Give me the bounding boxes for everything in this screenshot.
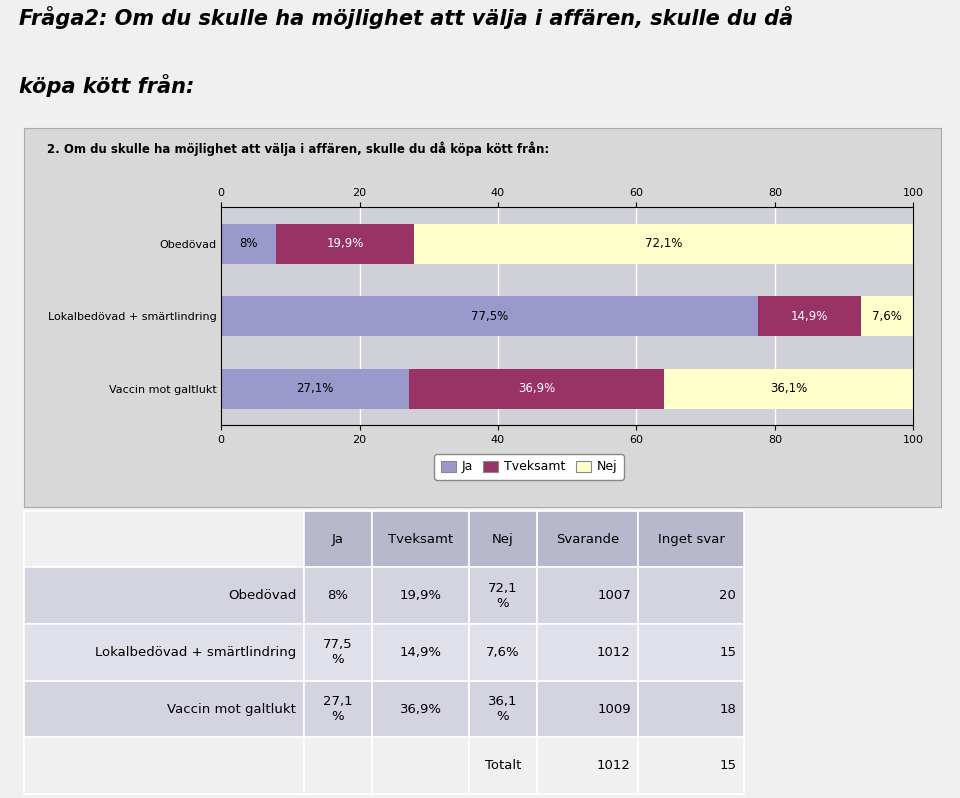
Text: Svarande: Svarande: [556, 532, 619, 546]
Bar: [24, 737, 303, 794]
Bar: [538, 737, 638, 794]
Bar: [468, 567, 538, 624]
Text: Vaccin mot galtlukt: Vaccin mot galtlukt: [167, 702, 297, 716]
Bar: [538, 567, 638, 624]
Text: 36,9%: 36,9%: [399, 702, 442, 716]
Text: 14,9%: 14,9%: [399, 646, 442, 659]
Text: 77,5
%: 77,5 %: [324, 638, 353, 666]
Bar: [303, 567, 372, 624]
Text: Totalt: Totalt: [485, 759, 521, 772]
Bar: [303, 511, 372, 567]
Bar: [468, 737, 538, 794]
Bar: [538, 511, 638, 567]
Bar: [221, 296, 757, 336]
Bar: [638, 511, 744, 567]
Bar: [468, 681, 538, 737]
Bar: [638, 624, 744, 681]
Text: Obedövad: Obedövad: [228, 589, 297, 602]
Text: Nej: Nej: [492, 532, 514, 546]
Text: Lokalbedövad + smärtlindring: Lokalbedövad + smärtlindring: [95, 646, 297, 659]
Bar: [221, 369, 409, 409]
Bar: [638, 681, 744, 737]
Text: Ja: Ja: [332, 532, 344, 546]
Bar: [303, 624, 372, 681]
Text: Fråga2: Om du skulle ha möjlighet att välja i affären, skulle du då: Fråga2: Om du skulle ha möjlighet att vä…: [19, 6, 793, 29]
Bar: [303, 681, 372, 737]
Text: 36,1
%: 36,1 %: [489, 695, 517, 723]
Bar: [24, 681, 303, 737]
Text: 1009: 1009: [597, 702, 631, 716]
Text: 14,9%: 14,9%: [790, 310, 828, 322]
Text: 27,1
%: 27,1 %: [324, 695, 353, 723]
Bar: [24, 567, 303, 624]
Bar: [221, 223, 276, 263]
Bar: [276, 223, 414, 263]
Text: 19,9%: 19,9%: [399, 589, 442, 602]
Bar: [468, 624, 538, 681]
Text: 7,6%: 7,6%: [486, 646, 520, 659]
Bar: [24, 511, 303, 567]
Text: 18: 18: [719, 702, 736, 716]
Bar: [372, 681, 468, 737]
Bar: [861, 296, 913, 336]
Bar: [372, 567, 468, 624]
Bar: [757, 296, 861, 336]
Bar: [638, 737, 744, 794]
Bar: [372, 511, 468, 567]
Text: 19,9%: 19,9%: [326, 237, 364, 250]
Text: 36,1%: 36,1%: [771, 382, 807, 395]
Legend: Ja, Tveksamt, Nej: Ja, Tveksamt, Nej: [434, 454, 624, 480]
Bar: [538, 624, 638, 681]
Text: 1012: 1012: [597, 759, 631, 772]
Bar: [372, 624, 468, 681]
Text: 8%: 8%: [327, 589, 348, 602]
Text: 36,9%: 36,9%: [517, 382, 555, 395]
Text: 72,1
%: 72,1 %: [489, 582, 517, 610]
Text: 72,1%: 72,1%: [645, 237, 683, 250]
Text: 1012: 1012: [597, 646, 631, 659]
Text: 7,6%: 7,6%: [872, 310, 902, 322]
Text: 20: 20: [719, 589, 736, 602]
Text: Inget svar: Inget svar: [658, 532, 725, 546]
Text: 77,5%: 77,5%: [470, 310, 508, 322]
Text: 27,1%: 27,1%: [297, 382, 333, 395]
Bar: [638, 567, 744, 624]
Bar: [24, 624, 303, 681]
Bar: [468, 511, 538, 567]
Bar: [414, 223, 913, 263]
Text: 15: 15: [719, 646, 736, 659]
Text: 8%: 8%: [240, 237, 258, 250]
Bar: [303, 737, 372, 794]
Bar: [664, 369, 914, 409]
Text: 15: 15: [719, 759, 736, 772]
Text: 1007: 1007: [597, 589, 631, 602]
Bar: [372, 737, 468, 794]
Bar: [409, 369, 664, 409]
Bar: [538, 681, 638, 737]
Text: köpa kött från:: köpa kött från:: [19, 74, 194, 97]
Text: Tveksamt: Tveksamt: [388, 532, 453, 546]
Text: 2. Om du skulle ha möjlighet att välja i affären, skulle du då köpa kött från:: 2. Om du skulle ha möjlighet att välja i…: [47, 141, 549, 156]
